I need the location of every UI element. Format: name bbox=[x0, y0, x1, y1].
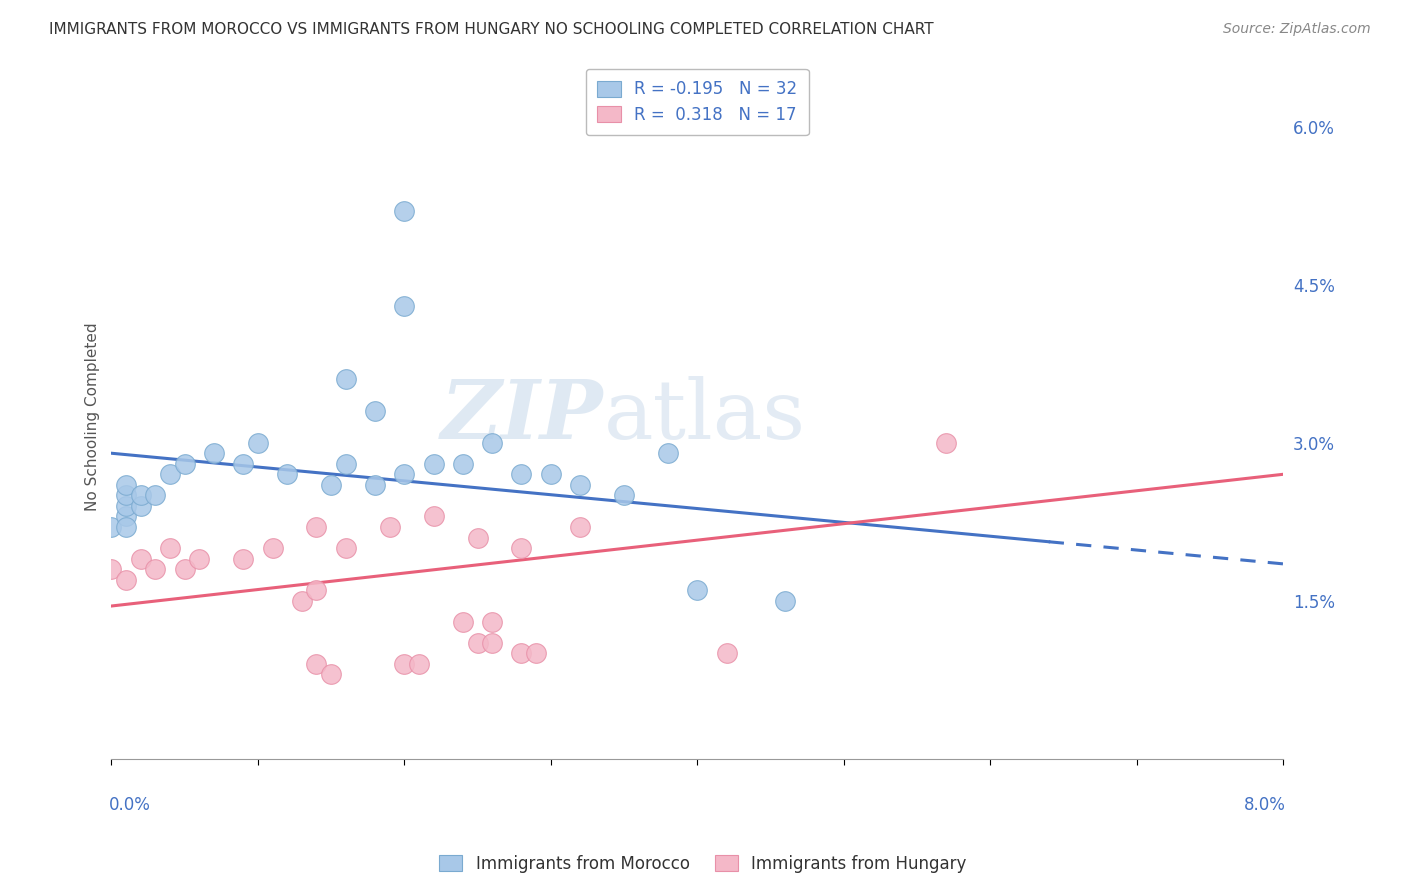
Point bbox=[188, 551, 211, 566]
Point bbox=[686, 583, 709, 598]
Point bbox=[115, 478, 138, 492]
Point bbox=[657, 446, 679, 460]
Point bbox=[481, 636, 503, 650]
Point bbox=[305, 657, 328, 671]
Point bbox=[613, 488, 636, 502]
Point bbox=[481, 435, 503, 450]
Point bbox=[394, 657, 416, 671]
Point bbox=[202, 446, 225, 460]
Point bbox=[467, 636, 489, 650]
Point bbox=[364, 478, 387, 492]
Point bbox=[232, 551, 254, 566]
Point bbox=[524, 647, 547, 661]
Text: 8.0%: 8.0% bbox=[1243, 797, 1285, 814]
Text: Source: ZipAtlas.com: Source: ZipAtlas.com bbox=[1223, 22, 1371, 37]
Point bbox=[115, 573, 138, 587]
Point bbox=[159, 541, 181, 555]
Point bbox=[100, 520, 122, 534]
Point bbox=[394, 299, 416, 313]
Point bbox=[408, 657, 430, 671]
Point bbox=[510, 647, 533, 661]
Point bbox=[262, 541, 284, 555]
Point bbox=[115, 488, 138, 502]
Point bbox=[319, 667, 342, 681]
Point bbox=[305, 520, 328, 534]
Point bbox=[246, 435, 269, 450]
Point bbox=[115, 499, 138, 513]
Y-axis label: No Schooling Completed: No Schooling Completed bbox=[86, 322, 100, 510]
Point bbox=[232, 457, 254, 471]
Point bbox=[510, 541, 533, 555]
Point bbox=[129, 499, 152, 513]
Text: IMMIGRANTS FROM MOROCCO VS IMMIGRANTS FROM HUNGARY NO SCHOOLING COMPLETED CORREL: IMMIGRANTS FROM MOROCCO VS IMMIGRANTS FR… bbox=[49, 22, 934, 37]
Point bbox=[129, 551, 152, 566]
Text: atlas: atlas bbox=[603, 376, 806, 457]
Point bbox=[319, 478, 342, 492]
Point bbox=[115, 509, 138, 524]
Legend: Immigrants from Morocco, Immigrants from Hungary: Immigrants from Morocco, Immigrants from… bbox=[433, 848, 973, 880]
Point bbox=[143, 488, 166, 502]
Point bbox=[773, 593, 796, 607]
Point bbox=[394, 467, 416, 482]
Point bbox=[335, 372, 357, 386]
Point bbox=[481, 615, 503, 629]
Point bbox=[451, 457, 474, 471]
Point bbox=[540, 467, 562, 482]
Point bbox=[173, 457, 195, 471]
Point bbox=[569, 520, 592, 534]
Text: ZIP: ZIP bbox=[441, 376, 603, 457]
Point bbox=[422, 457, 444, 471]
Point bbox=[115, 520, 138, 534]
Point bbox=[451, 615, 474, 629]
Point bbox=[335, 541, 357, 555]
Point bbox=[394, 203, 416, 218]
Point bbox=[129, 488, 152, 502]
Point bbox=[422, 509, 444, 524]
Point bbox=[173, 562, 195, 576]
Text: 0.0%: 0.0% bbox=[110, 797, 150, 814]
Point bbox=[467, 531, 489, 545]
Point bbox=[276, 467, 298, 482]
Point bbox=[364, 404, 387, 418]
Point bbox=[100, 562, 122, 576]
Point bbox=[291, 593, 314, 607]
Point bbox=[143, 562, 166, 576]
Point bbox=[335, 457, 357, 471]
Point bbox=[510, 467, 533, 482]
Legend: R = -0.195   N = 32, R =  0.318   N = 17: R = -0.195 N = 32, R = 0.318 N = 17 bbox=[586, 69, 808, 136]
Point bbox=[305, 583, 328, 598]
Point bbox=[935, 435, 957, 450]
Point bbox=[378, 520, 401, 534]
Point bbox=[716, 647, 738, 661]
Point bbox=[159, 467, 181, 482]
Point bbox=[569, 478, 592, 492]
